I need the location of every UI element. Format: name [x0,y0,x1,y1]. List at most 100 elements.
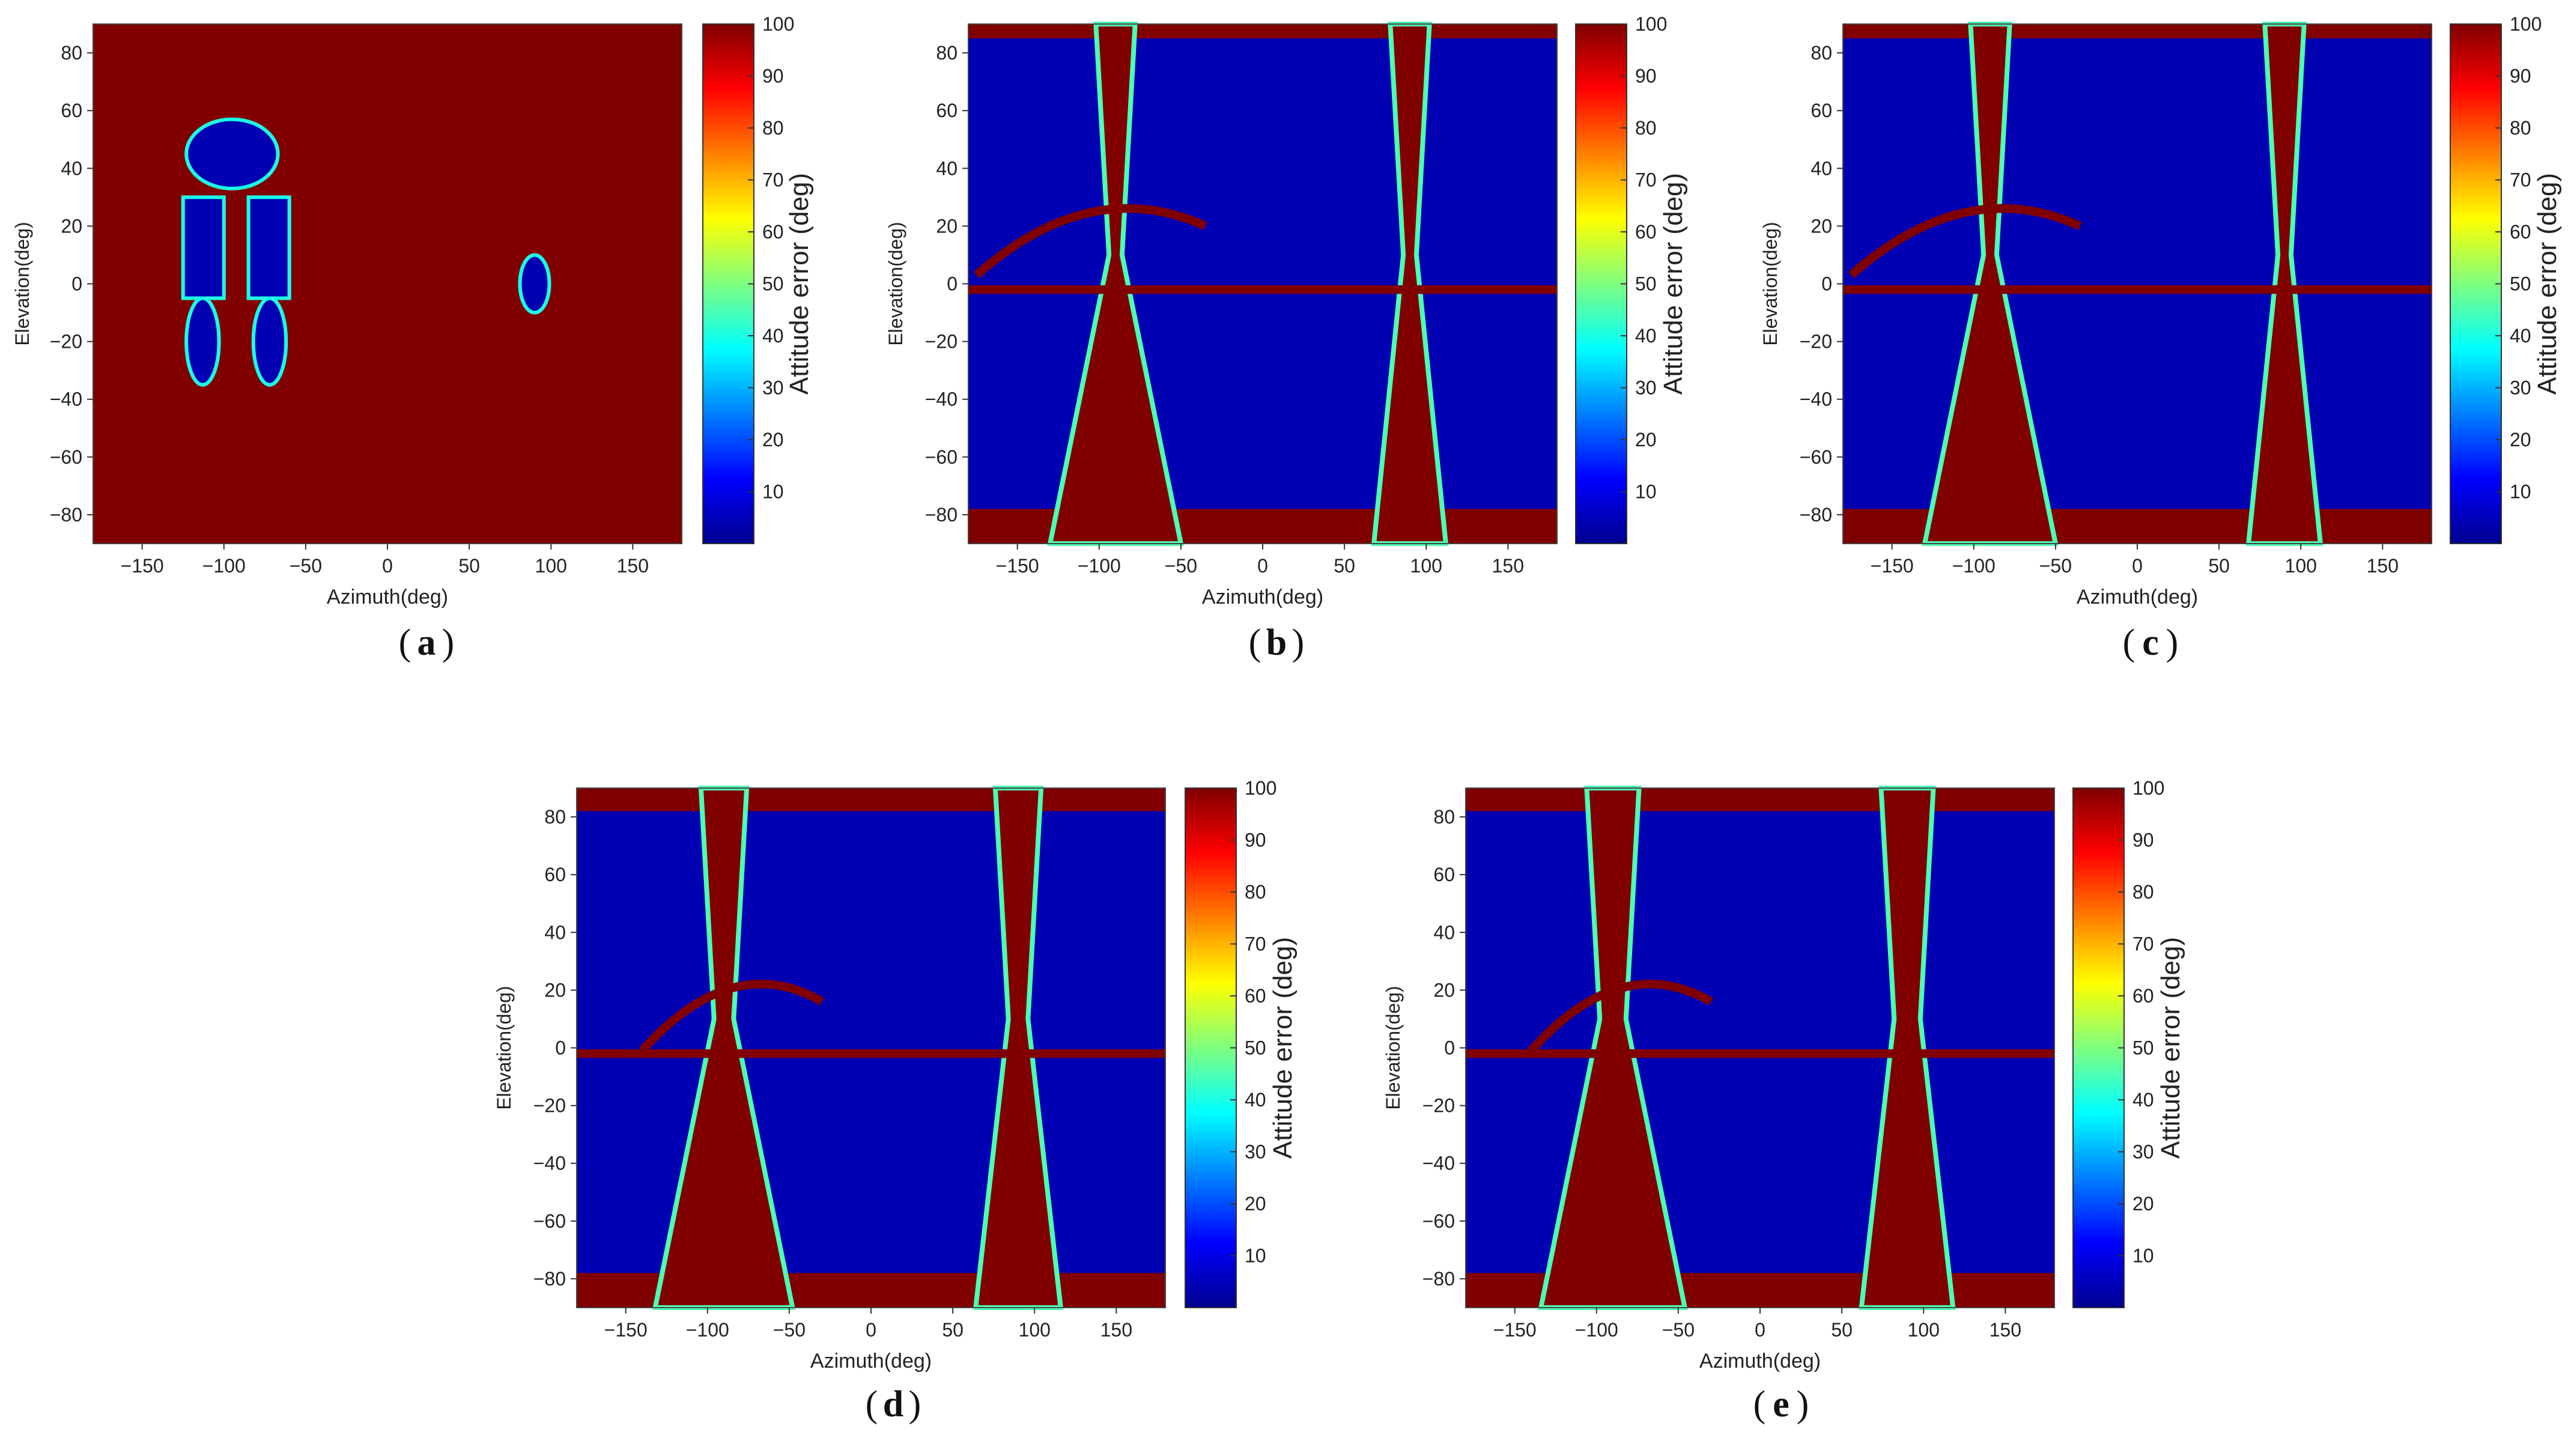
x-tick-label: 150 [1492,555,1524,577]
y-tick-label: −20 [1800,331,1832,353]
y-tick-label: 80 [544,806,566,828]
y-tick-label: 20 [61,215,82,237]
colorbar-label-e: Attitude error (deg) [2156,937,2185,1159]
colorbar-gradient [702,23,754,544]
panel-label-c: ( c ) [2123,622,2179,663]
heatmap-region [184,296,221,387]
colorbar-tick-label: 70 [2510,169,2531,191]
colorbar-tick-label: 50 [762,273,784,295]
panel-label-b-open: ( [1249,622,1261,663]
heatmap-region [1848,204,2082,279]
colorbar-tick-label: 80 [1635,117,1657,139]
heatmap-region [1843,24,2432,39]
colorbar-tick-label: 90 [2132,830,2154,851]
colorbar-tick-label: 100 [2132,777,2164,799]
colorbar-d: 10 20 30 40 50 60 70 80 90 100 [1185,777,1276,1308]
panel-c: −150 −100 −50 0 50 100 150 −80 −60 −40 −20 0 20 40 60… [1759,13,2562,663]
panel-d: −150 −100 −50 0 50 100 150 −80 −60 −40 −20 0 20 40 60… [493,777,1298,1425]
y-tick-label: −40 [533,1153,566,1174]
y-tick-label: 40 [544,921,566,943]
colorbar-tick-label: 10 [1635,481,1657,503]
colorbar-tick-label: 90 [1245,830,1266,851]
heatmap-region [968,24,1557,39]
colorbar-tick-label: 10 [1245,1245,1266,1267]
heatmap-d [576,786,1166,1310]
y-tick-label: 40 [936,157,958,179]
y-tick-label: −60 [50,446,82,468]
colorbar-c: 10 20 30 40 50 60 70 80 90 100 [2450,13,2542,544]
colorbar-tick-label: 100 [1245,777,1276,799]
colorbar-tick-label: 30 [2132,1141,2154,1163]
x-tick-label: 100 [1019,1319,1051,1341]
panel-label-d: ( d ) [866,1384,921,1425]
panel-label-e: ( e ) [1753,1384,1809,1425]
colorbar-tick-label: 90 [2510,65,2531,87]
y-tick-label: 60 [936,100,958,121]
y-tick-label: −20 [50,331,82,353]
panel-label-c-letter: c [2142,622,2159,663]
heatmap-region [973,204,1207,279]
x-tick-label: 100 [1410,555,1442,577]
colorbar-tick-label: 10 [2510,481,2531,503]
x-tick-label: 150 [617,555,649,577]
colorbar-tick-label: 60 [762,221,784,243]
x-axis-label-b: Azimuth(deg) [1202,586,1323,608]
y-tick-label: −40 [1422,1153,1455,1174]
y-tick-label: 0 [1444,1037,1455,1059]
panel-b: −150 −100 −50 0 50 100 150 −80 −60 −40 −20 0 20 40 60… [885,13,1688,663]
x-tick-label: −50 [1662,1319,1695,1341]
heatmap-region [251,296,288,387]
y-tick-label: 60 [544,864,566,885]
colorbar-tick-label: 20 [2132,1193,2154,1215]
y-tick-label: 40 [1811,157,1832,179]
colorbar-tick-label: 70 [762,169,784,191]
panel-label-a-letter: a [417,622,436,663]
y-tick-label: −60 [1422,1210,1455,1232]
panel-label-d-close: ) [909,1384,921,1425]
y-tick-label: 20 [1433,979,1455,1001]
x-axis-label-c: Azimuth(deg) [2077,586,2198,608]
x-tick-label: −50 [1165,555,1197,577]
y-tick-label: 60 [1433,864,1455,885]
y-tick-label: 0 [71,273,82,295]
y-tick-label: −60 [925,446,958,468]
colorbar-tick-label: 60 [2132,985,2154,1007]
x-tick-label: −150 [1493,1319,1537,1341]
colorbar-tick-label: 80 [1245,881,1266,903]
y-axis-label-a: Elevation(deg) [11,222,33,345]
x-ticks-d: −150 −100 −50 0 50 100 150 [604,1308,1132,1341]
y-tick-label: 80 [936,42,958,64]
heatmap-background [968,24,1557,544]
panel-label-d-letter: d [883,1384,903,1425]
colorbar-tick-label: 30 [762,377,784,399]
y-tick-label: −80 [925,504,958,526]
panel-label-c-close: ) [2166,622,2179,663]
colorbar-tick-label: 40 [2510,325,2531,347]
heatmap-region [1466,1049,2054,1058]
y-axis-label-e: Elevation(deg) [1382,986,1404,1109]
x-tick-label: 50 [1831,1319,1853,1341]
y-tick-label: −20 [1422,1095,1455,1117]
x-tick-label: −50 [290,555,322,577]
colorbar-tick-label: 80 [2510,117,2531,139]
x-tick-label: 0 [1755,1319,1765,1341]
heatmap-region [1466,788,2054,811]
x-ticks-b: −150 −100 −50 0 50 100 150 [996,544,1524,577]
y-tick-label: 40 [61,157,82,179]
panel-label-e-open: ( [1753,1384,1766,1425]
y-tick-label: −60 [533,1210,566,1232]
y-tick-label: −40 [50,389,82,410]
x-tick-label: 50 [458,555,480,577]
colorbar-tick-label: 60 [2510,221,2531,243]
y-tick-label: −80 [533,1268,566,1290]
x-ticks-a: −150 −100 −50 0 50 100 150 [121,544,649,577]
colorbar-tick-label: 70 [2132,933,2154,955]
colorbar-tick-label: 50 [2132,1037,2154,1059]
colorbar-tick-label: 50 [1245,1037,1266,1059]
x-tick-label: −100 [1575,1319,1618,1341]
colorbar-a: 10 20 30 40 50 60 70 80 90 100 [702,13,794,544]
colorbar-label-a: Attitude error (deg) [785,173,814,395]
y-axis-label-b: Elevation(deg) [885,222,906,345]
colorbar-tick-label: 30 [1635,377,1657,399]
y-tick-label: 20 [936,215,958,237]
